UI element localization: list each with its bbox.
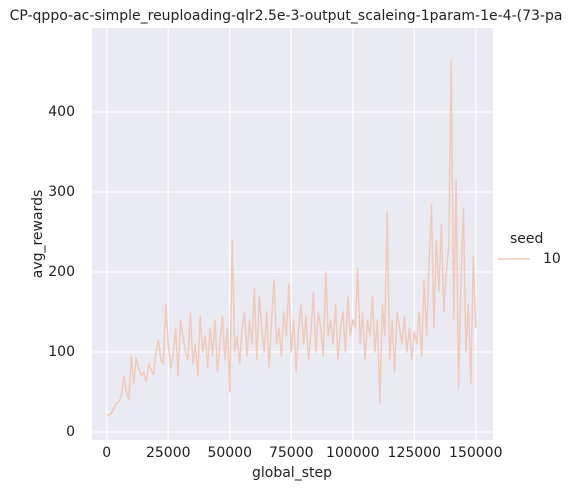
x-tick-label: 75000 bbox=[269, 445, 314, 461]
x-tick-label: 125000 bbox=[388, 445, 441, 461]
y-tick-label: 400 bbox=[48, 104, 75, 120]
line bbox=[106, 59, 477, 416]
y-tick-label: 200 bbox=[48, 264, 75, 280]
y-tick-label: 100 bbox=[48, 344, 75, 360]
x-tick-label: 50000 bbox=[207, 445, 252, 461]
x-tick-label: 100000 bbox=[326, 445, 379, 461]
x-tick-label: 0 bbox=[102, 445, 111, 461]
legend-title: seed bbox=[510, 231, 543, 247]
x-axis-label: global_step bbox=[252, 465, 332, 481]
legend-label: 10 bbox=[543, 251, 561, 267]
chart-title: CP-qppo-ac-simple_reuploading-qlr2.5e-3-… bbox=[10, 8, 563, 24]
y-tick-label: 0 bbox=[66, 424, 75, 440]
y-tick-label: 300 bbox=[48, 184, 75, 200]
x-tick-label: 25000 bbox=[146, 445, 191, 461]
plot-area bbox=[92, 28, 493, 440]
y-axis-label: avg_rewards bbox=[30, 190, 46, 279]
x-tick-label: 150000 bbox=[449, 445, 502, 461]
